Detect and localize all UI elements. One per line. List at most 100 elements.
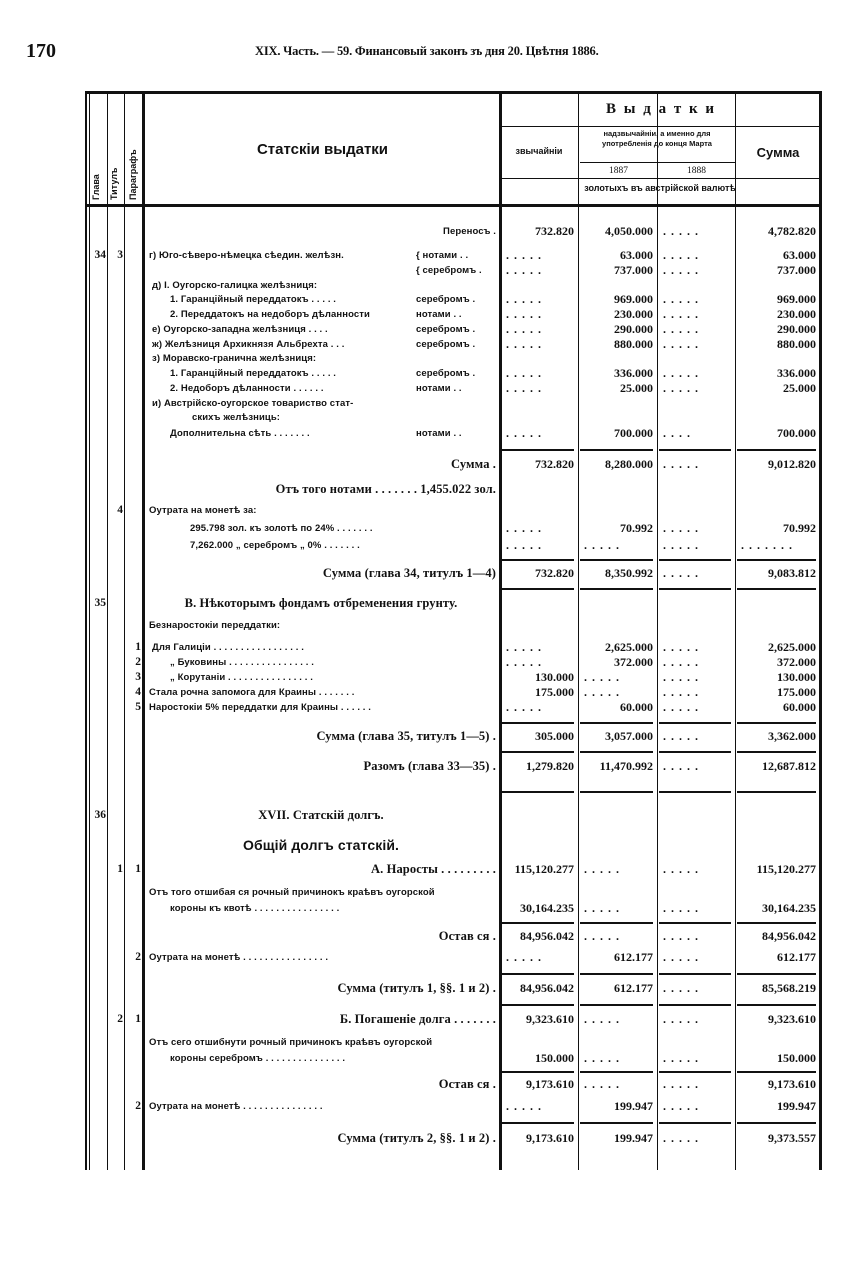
row-label: Сумма (титулъ 1, §§. 1 и 2) . — [337, 981, 496, 995]
table-row: 2 1 Б. Погашеніе долга . . . . . . . 9,323.… — [0, 1012, 864, 1027]
row-note: { нотами . . — [416, 250, 469, 261]
column-divider — [735, 92, 736, 1170]
table-row: 36 XVII. Статскій долгъ. — [0, 808, 864, 823]
cell-ordinary: . . . . . — [506, 950, 542, 964]
sum-rule — [659, 1122, 731, 1124]
sum-rule — [580, 1071, 653, 1073]
cell-extra-1887: . . . . . — [584, 1077, 620, 1091]
sum-rule — [737, 722, 816, 724]
cell-extra-1887: 737.000 — [614, 263, 653, 277]
cell-ordinary: 1,279.820 — [526, 759, 574, 773]
table-row: 1 1 А. Наросты . . . . . . . . . 115,120.27… — [0, 862, 864, 877]
sum-rule — [659, 722, 731, 724]
header-year-1888: 1888 — [687, 166, 706, 176]
row-label: з) Моравско-гранична желѣзниця: — [152, 353, 317, 364]
cell-extra-1887: 700.000 — [614, 426, 653, 440]
cell-extra-1888: . . . . . — [663, 1077, 699, 1091]
header-paragraf: Параграфъ — [128, 149, 138, 200]
cell-ordinary: . . . . . — [506, 640, 542, 654]
table-top-border — [85, 91, 822, 94]
cell-ordinary: 115,120.277 — [514, 862, 574, 876]
table-row: короны къ квотѣ . . . . . . . . . . . . … — [0, 901, 864, 916]
cell-extra-1887: . . . . . — [584, 1051, 620, 1065]
header-divider — [500, 178, 820, 179]
cell-ordinary: 305.000 — [535, 729, 574, 743]
cell-sum: 30,164.235 — [762, 901, 816, 915]
table-row: { серебромъ . . . . . . 737.000 . . . . . 73… — [0, 263, 864, 278]
column-divider — [85, 92, 87, 1170]
cell-ordinary: 9,173.610 — [526, 1131, 574, 1145]
cell-extra-1888: . . . . . — [663, 248, 699, 262]
sum-rule — [737, 973, 816, 975]
cell-sum: 130.000 — [777, 670, 816, 684]
cell-sum: 115,120.277 — [756, 862, 816, 876]
cell-extra-1888: . . . . . — [663, 670, 699, 684]
row-label: А. Наросты . . . . . . . . . — [371, 862, 496, 876]
cell-sum: 969.000 — [777, 292, 816, 306]
row-label: Стала рочна запомога для Краины . . . . … — [149, 687, 355, 698]
cell-sum: 336.000 — [777, 366, 816, 380]
sum-rule — [502, 559, 574, 561]
cell-extra-1887: 3,057.000 — [605, 729, 653, 743]
row-label: Наростокіи 5% переддатки для Краины . . … — [149, 702, 372, 713]
cell-extra-1887: 70.992 — [620, 521, 653, 535]
sum-rule — [502, 751, 574, 753]
table-row: Отъ того отшибая ся рочный причинокъ кра… — [0, 885, 864, 900]
paragraf-number: 2 — [135, 1100, 141, 1112]
table-row: Общій долгъ статскій. — [0, 838, 864, 853]
cell-extra-1888: . . . . . — [663, 566, 699, 580]
cell-extra-1888: . . . . . — [663, 224, 699, 238]
cell-ordinary: . . . . . — [506, 381, 542, 395]
sum-rule — [737, 1071, 816, 1073]
cell-extra-1888: . . . . . — [663, 862, 699, 876]
cell-extra-1887: 199.947 — [614, 1131, 653, 1145]
row-label: Разомъ (глава 33—35) . — [363, 759, 496, 773]
row-label: 1. Гаранційный переддатокъ . . . . . — [170, 294, 337, 305]
cell-extra-1887: . . . . . — [584, 862, 620, 876]
running-head: XIX. Часть. — 59. Финансовый законъ зъ д… — [255, 44, 599, 58]
sum-rule — [737, 559, 816, 561]
cell-extra-1888: . . . . . — [663, 366, 699, 380]
row-label: 295.798 зол. къ золотѣ по 24% . . . . . … — [190, 523, 373, 534]
sum-rule — [580, 559, 653, 561]
table-row: 4 Оутрата на монетѣ за: — [0, 503, 864, 518]
header-extra: надзвычайніи, а именно для употребленія … — [602, 129, 712, 148]
header-group: В ы д а т к и — [606, 101, 716, 117]
paragraf-number: 1 — [135, 1013, 141, 1025]
table-row: 3 „ Корутаніи . . . . . . . . . . . . . .… — [0, 670, 864, 685]
row-label: 2. Недоборъ дѣланности . . . . . . — [170, 383, 324, 394]
sum-rule — [737, 1004, 816, 1006]
column-divider — [578, 92, 579, 1170]
cell-extra-1887: 60.000 — [620, 700, 653, 714]
row-label: Сумма (титулъ 2, §§. 1 и 2) . — [337, 1131, 496, 1145]
row-label: Сумма (глава 34, титулъ 1—4) — [322, 566, 496, 580]
cell-extra-1888: . . . . . — [663, 700, 699, 714]
sum-rule — [737, 1122, 816, 1124]
column-divider — [657, 92, 658, 1170]
header-year-divider — [657, 162, 658, 178]
cell-sum: 700.000 — [777, 426, 816, 440]
sum-rule — [502, 973, 574, 975]
sum-rule — [580, 973, 653, 975]
cell-extra-1888: . . . . . — [663, 337, 699, 351]
cell-ordinary: . . . . . — [506, 1099, 542, 1113]
cell-sum: 9,323.610 — [768, 1012, 816, 1026]
table-row: 1. Гаранційный переддатокъ . . . . . сере… — [0, 366, 864, 381]
sum-rule — [502, 922, 574, 924]
sum-rule — [502, 1004, 574, 1006]
sum-rule — [659, 973, 731, 975]
column-divider — [499, 92, 502, 1170]
cell-extra-1888: . . . . . — [663, 950, 699, 964]
paragraf-number: 3 — [135, 671, 141, 683]
row-note: { серебромъ . — [416, 265, 482, 276]
table-row: ж) Желѣзниця Архикнязя Альбрехта . . . се… — [0, 337, 864, 352]
cell-ordinary: 150.000 — [535, 1051, 574, 1065]
cell-extra-1887: 8,280.000 — [605, 457, 653, 471]
row-label: короны къ квотѣ . . . . . . . . . . . . … — [170, 903, 340, 914]
column-divider — [107, 92, 108, 1170]
row-label: Оутрата на монетѣ за: — [149, 505, 257, 516]
cell-extra-1887: 336.000 — [614, 366, 653, 380]
header-divider — [500, 126, 820, 127]
cell-ordinary: 175.000 — [535, 685, 574, 699]
glava-number: 36 — [94, 809, 107, 821]
